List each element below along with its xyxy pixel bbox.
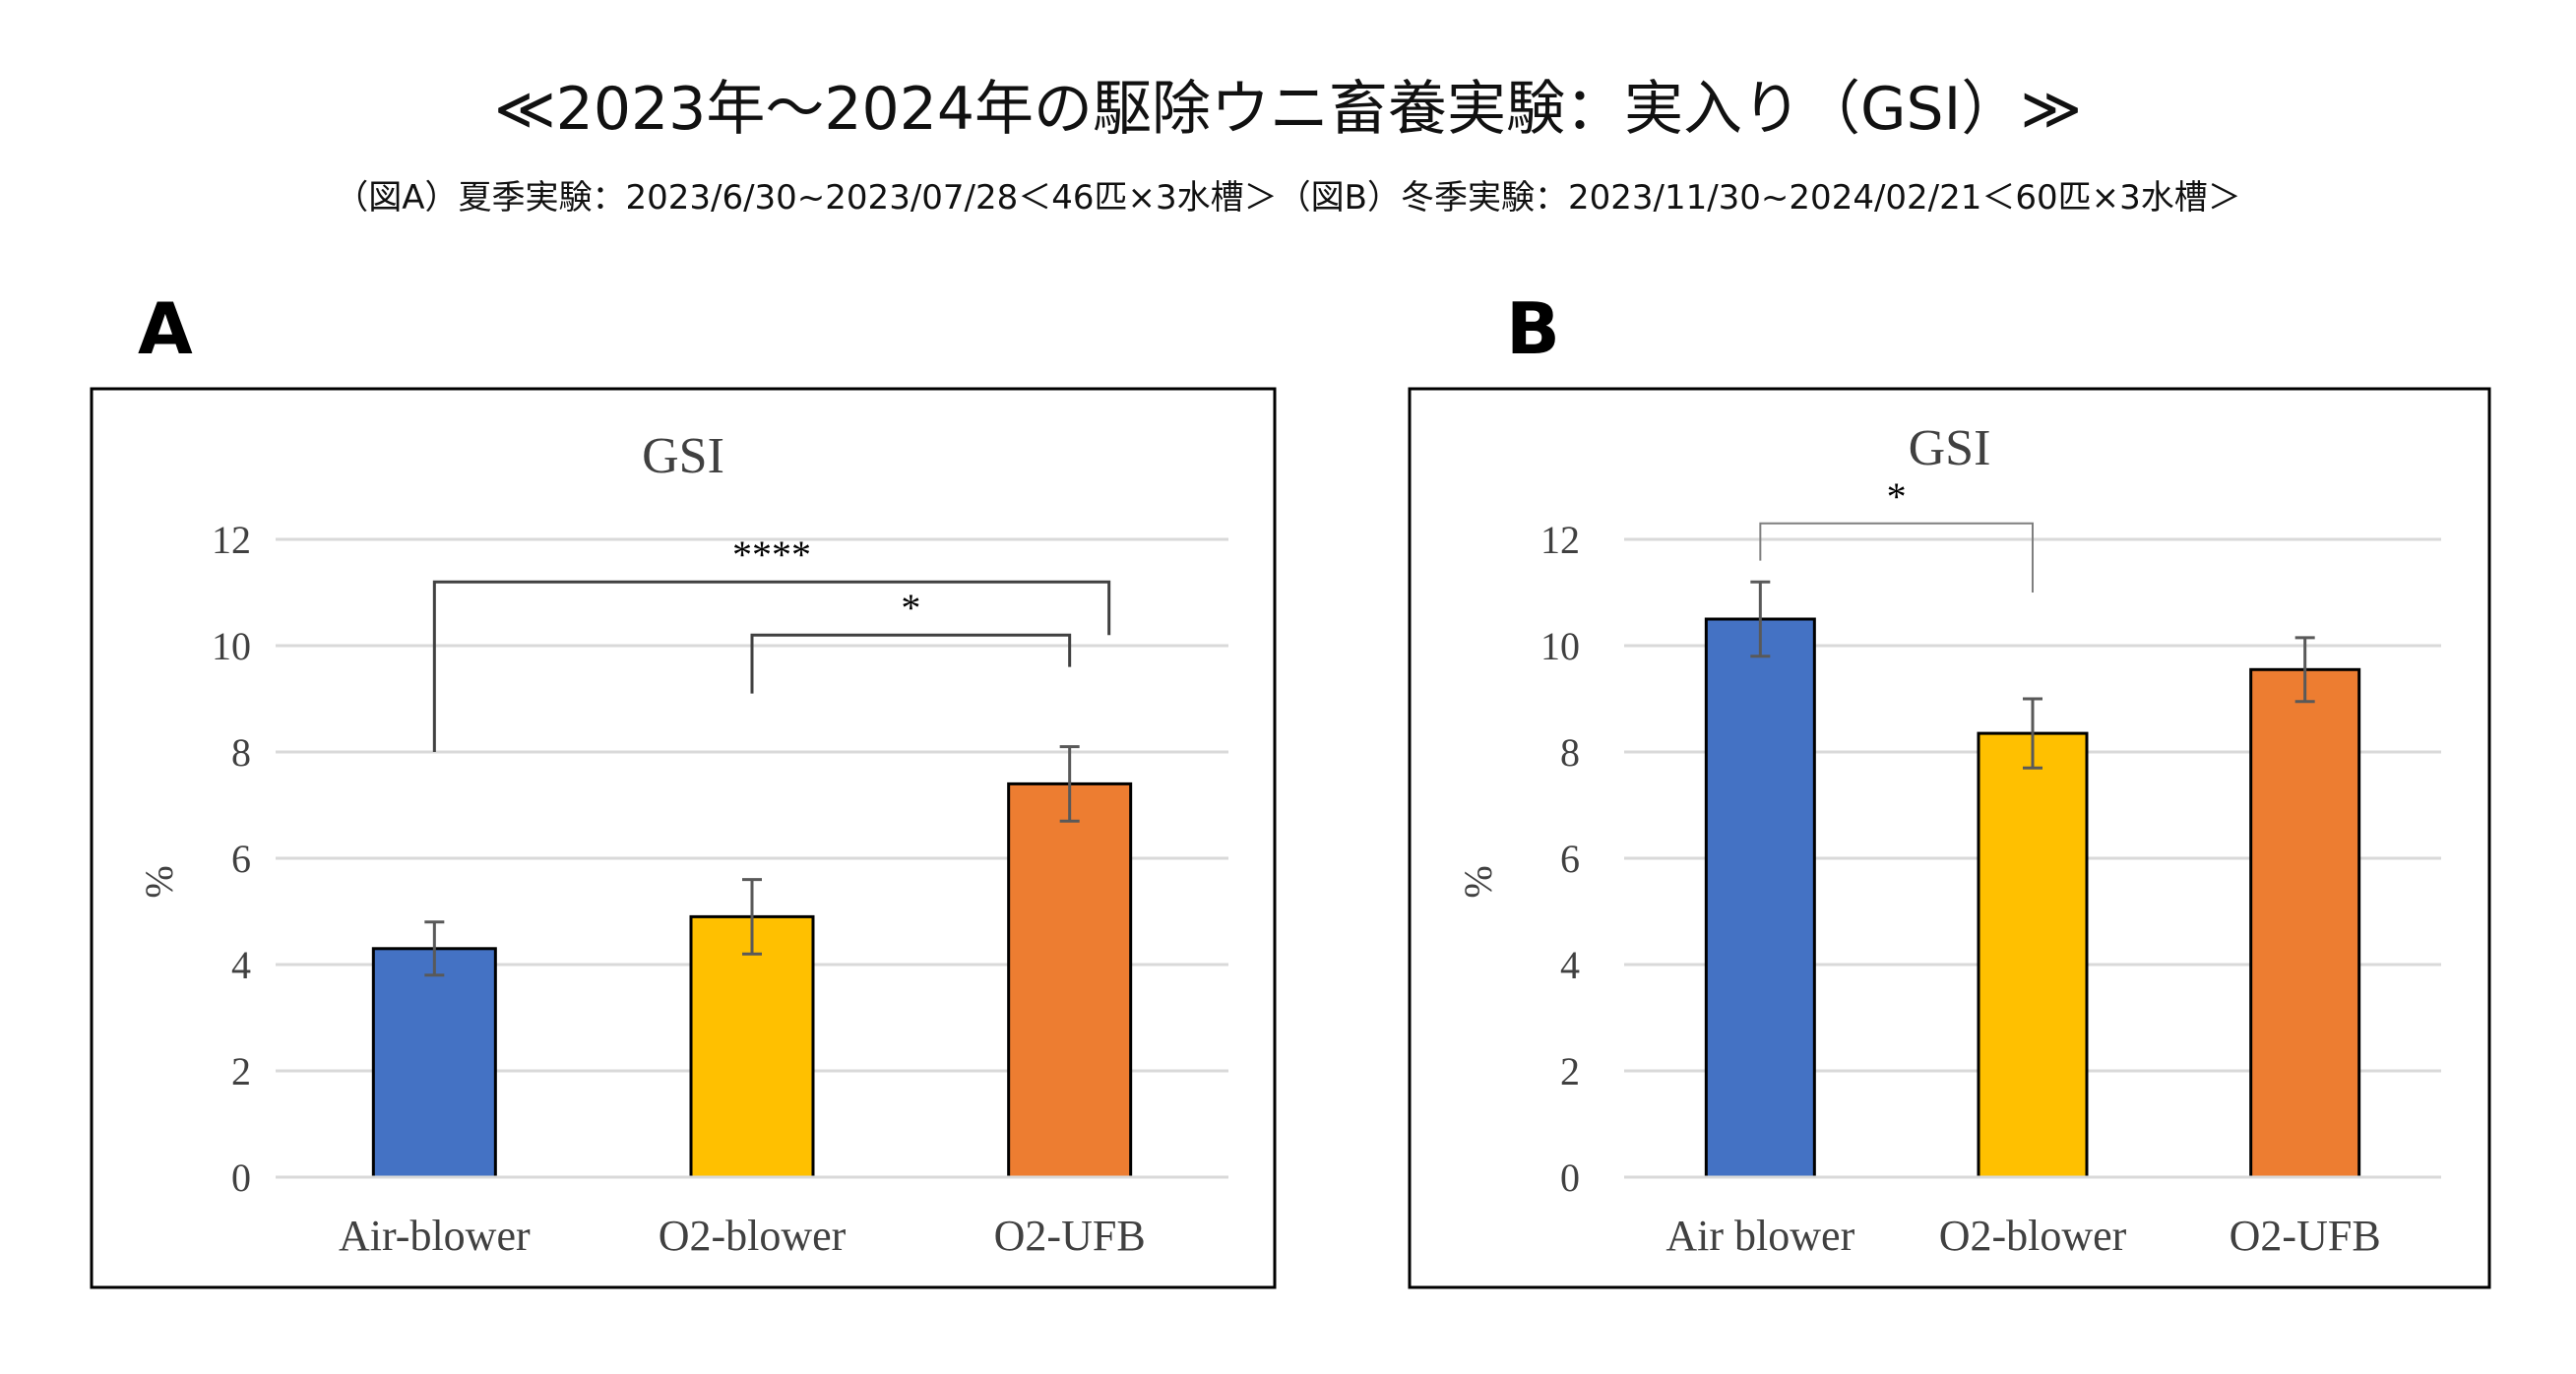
- bar-b-2: [1977, 731, 2089, 1179]
- panel-label-a: A: [138, 287, 193, 370]
- x-tick-label-b-3: O2-UFB: [2230, 1212, 2381, 1260]
- y-tick-label-b-8: 8: [1560, 730, 1580, 775]
- panel-label-b: B: [1506, 287, 1560, 370]
- significance-label-a-1: ****: [732, 532, 811, 577]
- y-tick-label-a-4: 4: [231, 943, 251, 987]
- significance-bracket-a-1: [432, 580, 1111, 752]
- y-tick-label-b-10: 10: [1540, 624, 1580, 668]
- significance-label-b-1: *: [1887, 474, 1907, 519]
- y-tick-label-b-6: 6: [1560, 837, 1580, 881]
- y-tick-label-a-8: 8: [231, 730, 251, 775]
- page-subtitle: （図A）夏季実験：2023/6/30~2023/07/28＜46匹×3水槽＞（図…: [335, 178, 2241, 218]
- x-tick-label-b-1: Air blower: [1665, 1212, 1854, 1260]
- y-tick-label-b-4: 4: [1560, 943, 1580, 987]
- significance-bracket-a-2: [750, 633, 1072, 694]
- y-tick-label-b-0: 0: [1560, 1155, 1580, 1200]
- bar-a-2: [689, 914, 815, 1179]
- y-tick-label-a-6: 6: [231, 837, 251, 881]
- y-axis-label-a: %: [137, 865, 181, 898]
- bar-a-3: [1007, 781, 1133, 1179]
- x-tick-label-b-2: O2-blower: [1939, 1212, 2127, 1260]
- significance-label-a-2: *: [901, 586, 920, 630]
- bar-b-1: [1704, 617, 1816, 1179]
- y-tick-label-a-10: 10: [212, 624, 251, 668]
- y-tick-label-a-0: 0: [231, 1155, 251, 1200]
- chart-frame-a: [90, 387, 1277, 1289]
- x-tick-label-a-3: O2-UFB: [994, 1212, 1146, 1260]
- chart-frame-b: [1408, 387, 2491, 1289]
- y-tick-label-b-2: 2: [1560, 1049, 1580, 1093]
- chart-title-b: GSI: [1909, 420, 1991, 476]
- x-tick-label-a-2: O2-blower: [659, 1212, 847, 1260]
- y-tick-label-a-2: 2: [231, 1049, 251, 1093]
- y-axis-label-b: %: [1456, 865, 1500, 898]
- x-tick-label-a-1: Air-blower: [339, 1212, 531, 1260]
- page-title: ≪2023年～2024年の駆除ウニ畜養実験：実入り（GSI）≫: [493, 75, 2083, 144]
- y-tick-label-a-12: 12: [212, 518, 251, 562]
- significance-bracket-b-1: [1759, 522, 2034, 593]
- chart-title-a: GSI: [642, 428, 724, 484]
- bar-b-3: [2249, 667, 2361, 1179]
- y-tick-label-b-12: 12: [1540, 518, 1580, 562]
